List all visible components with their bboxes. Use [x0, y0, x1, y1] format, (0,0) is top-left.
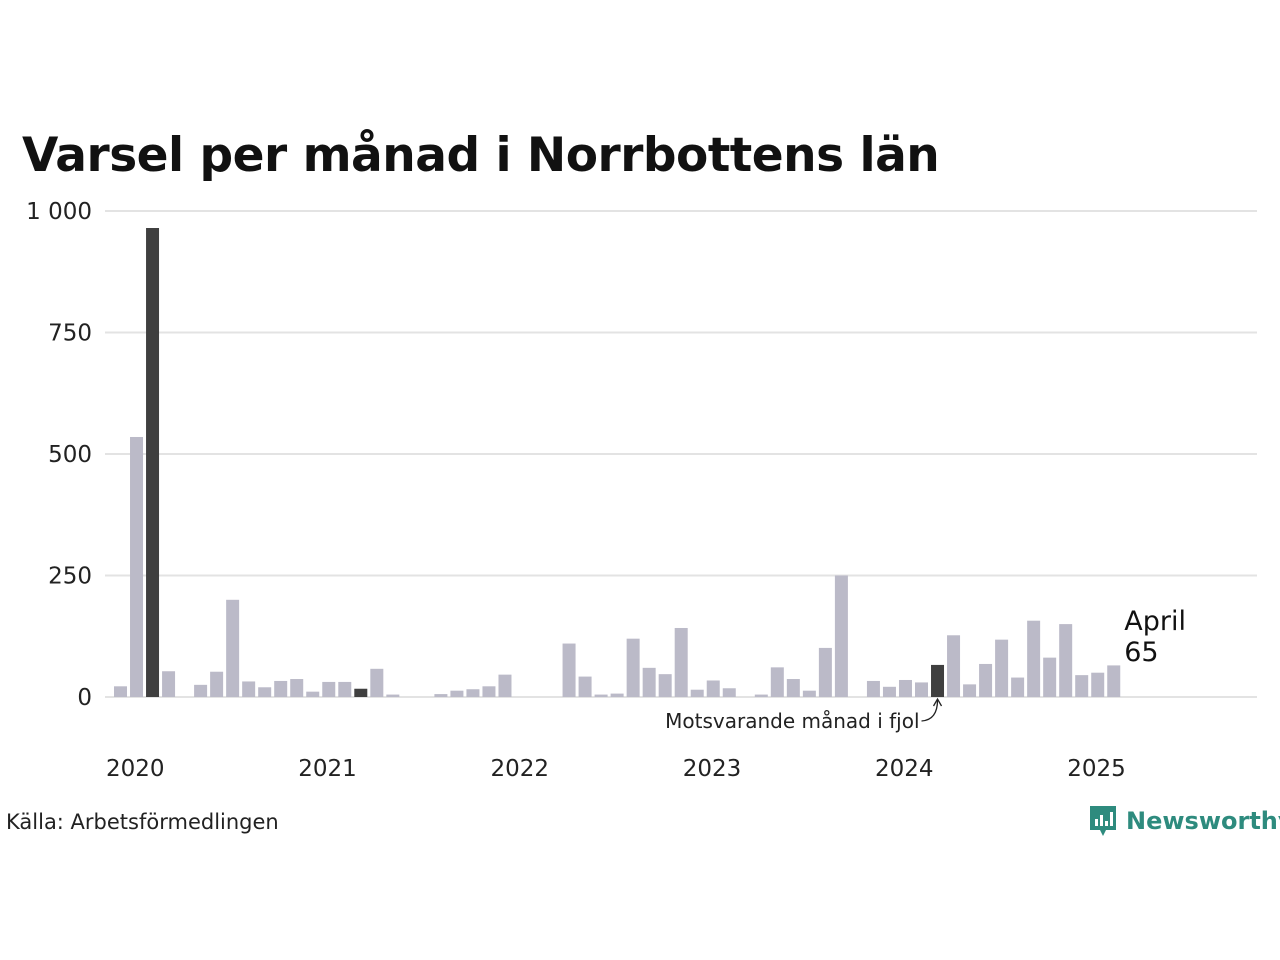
bar: [162, 671, 176, 697]
y-tick-label: 250: [48, 564, 92, 590]
bar: [322, 681, 336, 697]
bar: [674, 627, 688, 697]
current-month-label: April: [1124, 606, 1186, 637]
bar: [146, 228, 160, 697]
bar: [690, 689, 704, 697]
y-tick-label: 1 000: [26, 199, 92, 225]
bar: [370, 668, 384, 697]
x-tick-label: 2022: [490, 756, 549, 782]
bar: [386, 694, 400, 697]
bar: [338, 681, 352, 697]
bar: [258, 687, 272, 697]
x-tick-label: 2024: [875, 756, 934, 782]
bar: [786, 679, 800, 697]
bar: [1011, 677, 1025, 697]
bar: [995, 639, 1009, 697]
bar: [210, 671, 224, 697]
bar: [130, 436, 144, 697]
bar: [306, 691, 320, 697]
bar: [578, 676, 592, 697]
bar: [882, 686, 896, 697]
previous-year-annotation: Motsvarande månad i fjol: [665, 709, 919, 733]
bar: [498, 674, 512, 697]
bar: [834, 575, 848, 697]
bar: [947, 635, 961, 697]
bar: [1107, 665, 1121, 697]
bar: [1043, 657, 1057, 697]
bar: [818, 647, 832, 697]
bar: [642, 667, 656, 697]
bar: [963, 684, 977, 697]
bar: [915, 682, 928, 697]
bar: [466, 689, 480, 697]
y-tick-label: 0: [77, 685, 92, 711]
bar: [290, 679, 304, 697]
bar: [450, 690, 464, 697]
bar: [482, 686, 496, 697]
brand-name: Newsworthy: [1126, 807, 1280, 835]
bar: [722, 688, 736, 697]
bar: [770, 667, 784, 697]
bar: [610, 693, 624, 697]
x-tick-label: 2025: [1067, 756, 1126, 782]
bar: [114, 686, 127, 697]
bar: [1091, 672, 1105, 697]
chart-title: Varsel per månad i Norrbottens län: [22, 128, 940, 183]
bar: [979, 663, 993, 697]
bar: [706, 680, 720, 697]
x-tick-label: 2021: [298, 756, 357, 782]
bar: [866, 680, 880, 697]
y-tick-label: 750: [48, 321, 92, 347]
bar: [1075, 675, 1089, 697]
x-tick-label: 2023: [683, 756, 742, 782]
bar: [1027, 620, 1041, 697]
bar: [354, 688, 368, 697]
bar: [242, 681, 256, 697]
x-tick-label: 2020: [106, 756, 165, 782]
annotation-arrowhead: [932, 697, 943, 707]
bar: [802, 690, 816, 697]
brand-logo: Newsworthy: [1088, 804, 1280, 838]
bar: [562, 643, 576, 697]
annotation-arrow: [921, 699, 939, 722]
bar: [434, 694, 448, 697]
bar: [194, 684, 208, 697]
bar: [626, 638, 640, 697]
bar: [274, 680, 288, 697]
bar: [931, 664, 945, 697]
current-month-value: 65: [1124, 637, 1158, 668]
y-tick-label: 500: [48, 442, 92, 468]
bar: [226, 599, 240, 697]
bar: [658, 674, 672, 697]
bar: [594, 694, 608, 697]
newsworthy-logo-icon: [1090, 806, 1116, 836]
source-note: Källa: Arbetsförmedlingen: [6, 810, 279, 834]
bar: [754, 694, 768, 697]
bar: [898, 679, 912, 697]
bar-chart: 0 250 500 750 1 000 2020 2021 2022 2023 2024 2025 A…: [26, 199, 1257, 782]
bar: [1059, 624, 1073, 697]
